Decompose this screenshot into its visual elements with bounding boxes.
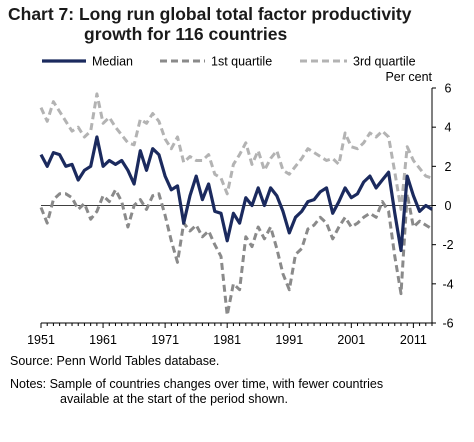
legend-label: 3rd quartile [353,55,416,69]
notes-line-1: Notes: Sample of countries changes over … [10,377,384,391]
chart-title-line-1: Chart 7: Long run global total factor pr… [8,4,412,24]
x-axis-ticks: 1951 1961 1971 1981 1991 2001 2011 [27,323,433,347]
y-tick-label: -4 [442,277,453,291]
x-tick-label: 2011 [400,333,427,347]
x-tick-label: 1961 [89,333,117,347]
x-tick-label: 1951 [27,333,55,347]
legend-label: 1st quartile [211,55,272,69]
x-tick-label: 1971 [151,333,179,347]
y-tick-label: 4 [445,121,452,135]
notes-line-2: available at the start of the period sho… [60,392,288,406]
line-chart: Median 1st quartile 3rd quartile Per cent … [27,55,454,348]
series-line-median [39,135,433,253]
y-axis-ticks: 6 4 2 0 -2 -4 -6 [432,82,454,331]
y-tick-label: 0 [445,199,452,213]
legend-label: Median [92,55,133,69]
notes: Notes: Sample of countries changes over … [10,377,470,407]
series-line-3rd-quartile [39,92,433,211]
x-tick-label: 1991 [275,333,303,347]
chart-title-line-2: growth for 116 countries [84,24,288,44]
chart-title: Chart 7: Long run global total factor pr… [8,4,468,44]
x-tick-label: 2001 [337,333,365,347]
y-tick-label: -2 [442,238,453,252]
y-tick-label: 6 [445,82,452,96]
series-lines [39,92,433,317]
source-note: Source: Penn World Tables database. [10,354,220,368]
y-axis-label: Per cent [385,70,432,84]
chart-legend: Median 1st quartile 3rd quartile [42,55,416,69]
y-tick-label: 2 [445,160,452,174]
series-line-1st-quartile [39,188,433,317]
x-tick-label: 1981 [213,333,241,347]
y-tick-label: -6 [442,317,453,331]
